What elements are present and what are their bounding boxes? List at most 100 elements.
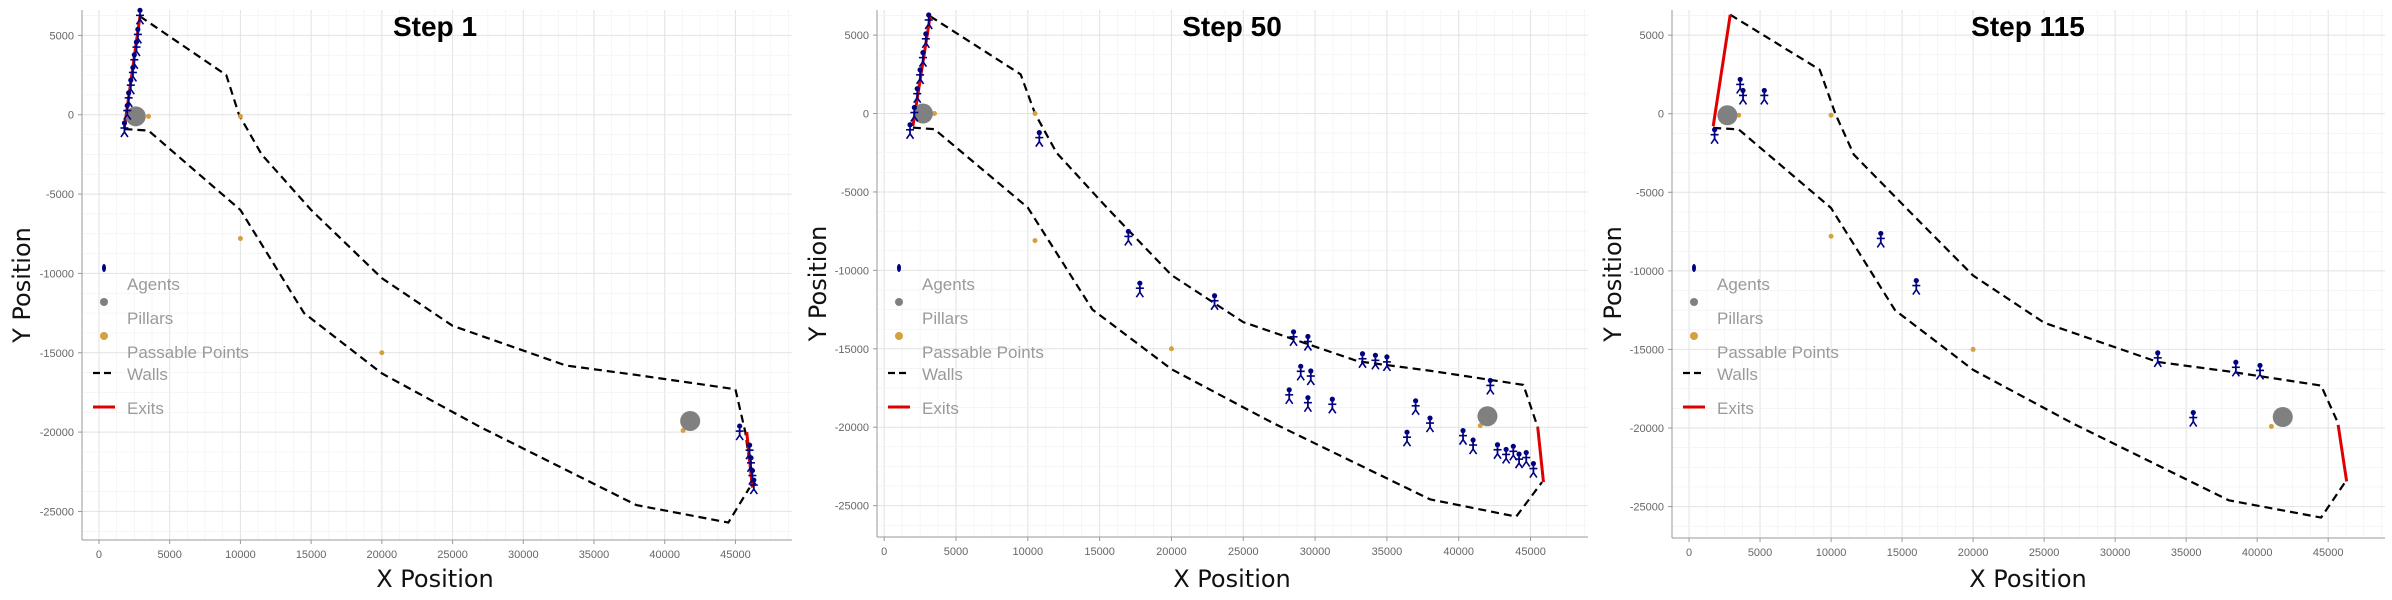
agent-marker (1912, 277, 1921, 296)
x-tick-label: 45000 (720, 549, 751, 561)
legend-label: Passable Points (127, 343, 249, 362)
legend-key-pillar (895, 298, 903, 306)
y-axis-title-group: Y Position (8, 227, 36, 344)
x-tick-label: 40000 (2242, 547, 2273, 559)
y-axis-title: Y Position (804, 226, 832, 343)
legend-label: Passable Points (1717, 343, 1839, 362)
legend-label: Exits (127, 399, 164, 418)
x-tick-label: 10000 (1816, 547, 1847, 559)
legend-key-pillar (1690, 298, 1698, 306)
x-tick-label: 10000 (1013, 546, 1044, 558)
y-tick-label: -15000 (835, 344, 869, 356)
grid (877, 10, 1588, 537)
passable-point (1828, 233, 1834, 239)
passable-point (237, 236, 243, 242)
x-tick-label: 25000 (1228, 546, 1259, 558)
y-tick-label: -15000 (40, 348, 74, 360)
agent-marker (1358, 351, 1367, 369)
x-tick-label: 25000 (437, 549, 468, 561)
pillar (1477, 406, 1498, 427)
passable-point (1477, 423, 1483, 429)
chart-title: Step 1 (393, 11, 477, 42)
agent-marker (749, 477, 758, 495)
exit-line (1711, 14, 1732, 127)
wall-line (1713, 126, 2348, 519)
agent-marker (1303, 333, 1313, 351)
x-tick-label: 20000 (367, 549, 398, 561)
agent-marker (1509, 443, 1518, 461)
legend-walls: Walls (93, 365, 168, 384)
agent-marker (1303, 395, 1313, 413)
passable-point (1736, 112, 1742, 118)
legend: Agents Pillars Passable Points Walls Exits (888, 264, 1044, 418)
y-tick-label: -5000 (1636, 187, 1664, 199)
x-tick-label: 40000 (1443, 546, 1474, 558)
passable-point (1970, 346, 1976, 352)
agent-marker (135, 7, 145, 25)
y-tick-label: 0 (68, 110, 74, 122)
agent-marker (1425, 415, 1435, 433)
plot-area (1672, 10, 2385, 538)
wall-line (929, 15, 1539, 428)
legend-pillars: Pillars (1690, 298, 1763, 328)
legend-label: Agents (1717, 275, 1770, 294)
x-tick-label: 10000 (225, 549, 256, 561)
plot-area (82, 10, 792, 540)
x-tick-label: 35000 (579, 549, 610, 561)
passable-point (237, 113, 243, 119)
y-tick-label: -5000 (46, 189, 74, 201)
agent-marker (924, 12, 933, 30)
y-tick-label: -20000 (835, 422, 869, 434)
x-axis-title: X Position (376, 565, 494, 593)
agent-marker (1738, 87, 1748, 105)
legend-label: Pillars (127, 309, 173, 328)
legend-agents: Agents (1692, 264, 1770, 294)
chart-panel-2: 0 5000 10000 15000 20000 25000 30000 35000 40000… (804, 10, 1588, 593)
y-axis-title-group: Y Position (804, 226, 832, 343)
agent-marker (1760, 87, 1769, 105)
exit-line (2336, 424, 2349, 482)
y-tick-label: 5000 (50, 30, 74, 42)
x-tick-label: 35000 (1372, 546, 1403, 558)
passable-point (931, 111, 937, 117)
y-tick-label: 0 (863, 109, 869, 121)
x-tick-label: 20000 (1958, 547, 1989, 559)
x-tick-label: 15000 (1887, 547, 1918, 559)
x-tick-label: 5000 (944, 546, 968, 558)
x-tick-label: 15000 (296, 549, 327, 561)
agent-marker (1402, 429, 1412, 447)
agent-marker (1210, 293, 1219, 311)
agent-marker (910, 104, 919, 122)
agent-marker (1522, 449, 1531, 468)
legend-key-agent (1692, 264, 1696, 272)
x-tick-label: 5000 (1748, 547, 1772, 559)
agent-marker (1710, 127, 1719, 145)
passable-point (379, 350, 385, 356)
agent-marker (2189, 409, 2198, 428)
legend-key-agent (897, 264, 901, 272)
agent-marker (1493, 442, 1502, 460)
legend-walls: Walls (1683, 365, 1758, 384)
y-axis-title: Y Position (1599, 226, 1627, 343)
legend-passable-points: Passable Points (895, 332, 1044, 362)
legend-label: Walls (127, 365, 168, 384)
x-tick-label: 40000 (649, 549, 680, 561)
legend-label: Agents (922, 275, 975, 294)
x-tick-label: 5000 (157, 549, 181, 561)
pillar (2272, 407, 2293, 427)
y-axis-title-group: Y Position (1599, 226, 1627, 343)
y-tick-label: 0 (1658, 109, 1664, 121)
legend-agents: Agents (897, 264, 975, 294)
y-tick-label: 5000 (1640, 30, 1664, 42)
chart-title: Step 50 (1182, 11, 1282, 42)
grid (82, 10, 792, 540)
y-tick-label: -20000 (40, 427, 74, 439)
agent-marker (1458, 428, 1468, 446)
agent-marker (1135, 280, 1145, 298)
agent-marker (1035, 130, 1044, 148)
x-tick-label: 0 (96, 549, 102, 561)
agent-marker (921, 31, 930, 49)
passable-point (2268, 423, 2274, 429)
legend-key-agent (102, 264, 106, 272)
agent-marker (1306, 368, 1315, 386)
